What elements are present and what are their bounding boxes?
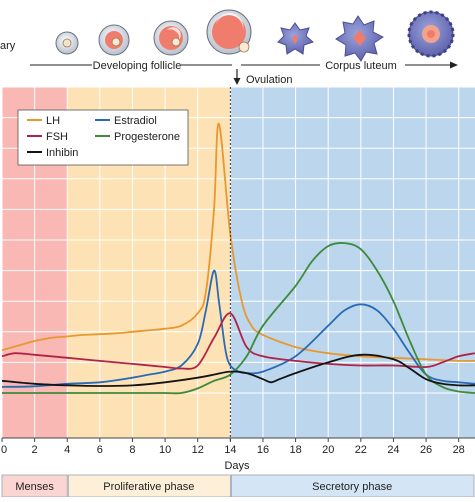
series-line-progesterone — [2, 242, 475, 395]
follicle-4-icon — [206, 9, 252, 55]
follicle-stage-illustrations: ary — [0, 9, 458, 72]
x-tick-label: 6 — [97, 444, 103, 456]
x-tick-label: 4 — [64, 444, 70, 456]
x-tick-label: 22 — [355, 444, 367, 456]
x-tick-label: 0 — [1, 444, 7, 456]
stage-arrows — [30, 61, 458, 69]
x-axis-label: Days — [224, 460, 250, 472]
x-axis: 0 2 4 6 8 10 12 14 16 18 20 22 24 26 28 — [1, 438, 465, 456]
x-tick-label: 28 — [453, 444, 465, 456]
series-line-inhibin — [1, 353, 475, 387]
corpus-luteum-3-icon — [407, 10, 455, 58]
series-line-estradiol — [1, 269, 475, 388]
legend: LH Estradiol FSH Progesterone Inhibin — [17, 109, 189, 166]
series-line-fsh — [1, 312, 475, 370]
legend-label-fsh: FSH — [46, 131, 68, 143]
phase-label-1: Proliferative phase — [103, 481, 194, 493]
x-tick-label: 18 — [289, 444, 301, 456]
developing-follicle-label: Developing follicle — [93, 60, 182, 72]
corpus-luteum-label: Corpus luteum — [325, 60, 397, 72]
ovary-label: ary — [0, 40, 16, 52]
phase-label-bar: Menses Proliferative phase Secretory phase — [1, 474, 475, 498]
x-tick-label: 26 — [420, 444, 432, 456]
x-tick-label: 8 — [129, 444, 135, 456]
x-tick-label: 16 — [257, 444, 269, 456]
follicle-2-icon — [98, 24, 130, 56]
follicle-1-icon — [55, 31, 79, 55]
x-tick-label: 10 — [159, 444, 171, 456]
series-line-lh — [1, 122, 475, 362]
phase-label-0: Menses — [15, 481, 54, 493]
follicle-3-icon — [153, 20, 189, 56]
legend-label-lh: LH — [46, 115, 60, 127]
x-tick-label: 2 — [32, 444, 38, 456]
phase-label-2: Secretory phase — [312, 481, 392, 493]
corpus-luteum-1-icon — [277, 22, 314, 55]
ovulation-label: Ovulation — [246, 74, 292, 86]
ovulation-marker: Ovulation — [233, 69, 292, 86]
legend-label-estradiol: Estradiol — [114, 115, 157, 127]
legend-label-progesterone: Progesterone — [114, 131, 180, 143]
x-tick-label: 24 — [387, 444, 399, 456]
x-tick-label: 12 — [192, 444, 204, 456]
x-tick-label: 14 — [224, 444, 236, 456]
corpus-luteum-2-icon — [335, 15, 384, 62]
x-tick-label: 20 — [322, 444, 334, 456]
hormone-series — [1, 122, 475, 395]
legend-label-inhibin: Inhibin — [46, 147, 78, 159]
